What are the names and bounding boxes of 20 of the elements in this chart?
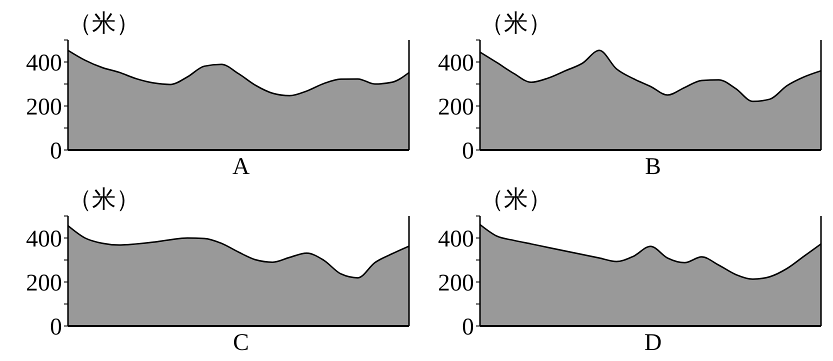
- x-axis-title: B: [644, 153, 662, 182]
- y-tick-label: 400: [438, 50, 474, 77]
- x-axis-title: C: [232, 329, 250, 358]
- y-tick-label: 0: [462, 314, 474, 341]
- y-tick-label: 400: [26, 226, 62, 253]
- y-tick-label: 200: [438, 94, 474, 121]
- x-axis-title: D: [643, 329, 663, 358]
- y-tick-label: 0: [462, 138, 474, 165]
- y-axis-title: （米）: [480, 186, 552, 214]
- y-tick-label: 0: [50, 138, 62, 165]
- y-axis-title: （米）: [68, 10, 140, 38]
- y-tick-label: 200: [26, 270, 62, 297]
- y-tick-label: 200: [26, 94, 62, 121]
- x-axis-title: A: [231, 153, 251, 182]
- y-axis-title: （米）: [68, 186, 140, 214]
- y-tick-label: 400: [438, 226, 474, 253]
- y-tick-label: 200: [438, 270, 474, 297]
- y-axis-title: （米）: [480, 10, 552, 38]
- y-tick-label: 0: [50, 314, 62, 341]
- y-tick-label: 400: [26, 50, 62, 77]
